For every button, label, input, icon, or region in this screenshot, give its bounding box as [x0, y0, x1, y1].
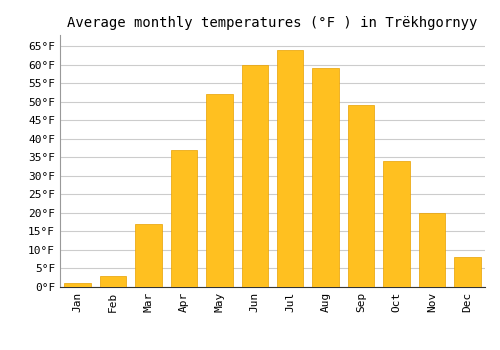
Title: Average monthly temperatures (°F ) in Trëkhgornyy: Average monthly temperatures (°F ) in Tr… — [68, 16, 478, 30]
Bar — [418, 213, 445, 287]
Bar — [100, 276, 126, 287]
Bar — [242, 65, 268, 287]
Bar — [136, 224, 162, 287]
Bar — [348, 105, 374, 287]
Bar — [206, 94, 233, 287]
Bar — [64, 283, 91, 287]
Bar — [312, 68, 339, 287]
Bar — [383, 161, 409, 287]
Bar — [170, 150, 197, 287]
Bar — [277, 50, 303, 287]
Bar — [454, 257, 480, 287]
